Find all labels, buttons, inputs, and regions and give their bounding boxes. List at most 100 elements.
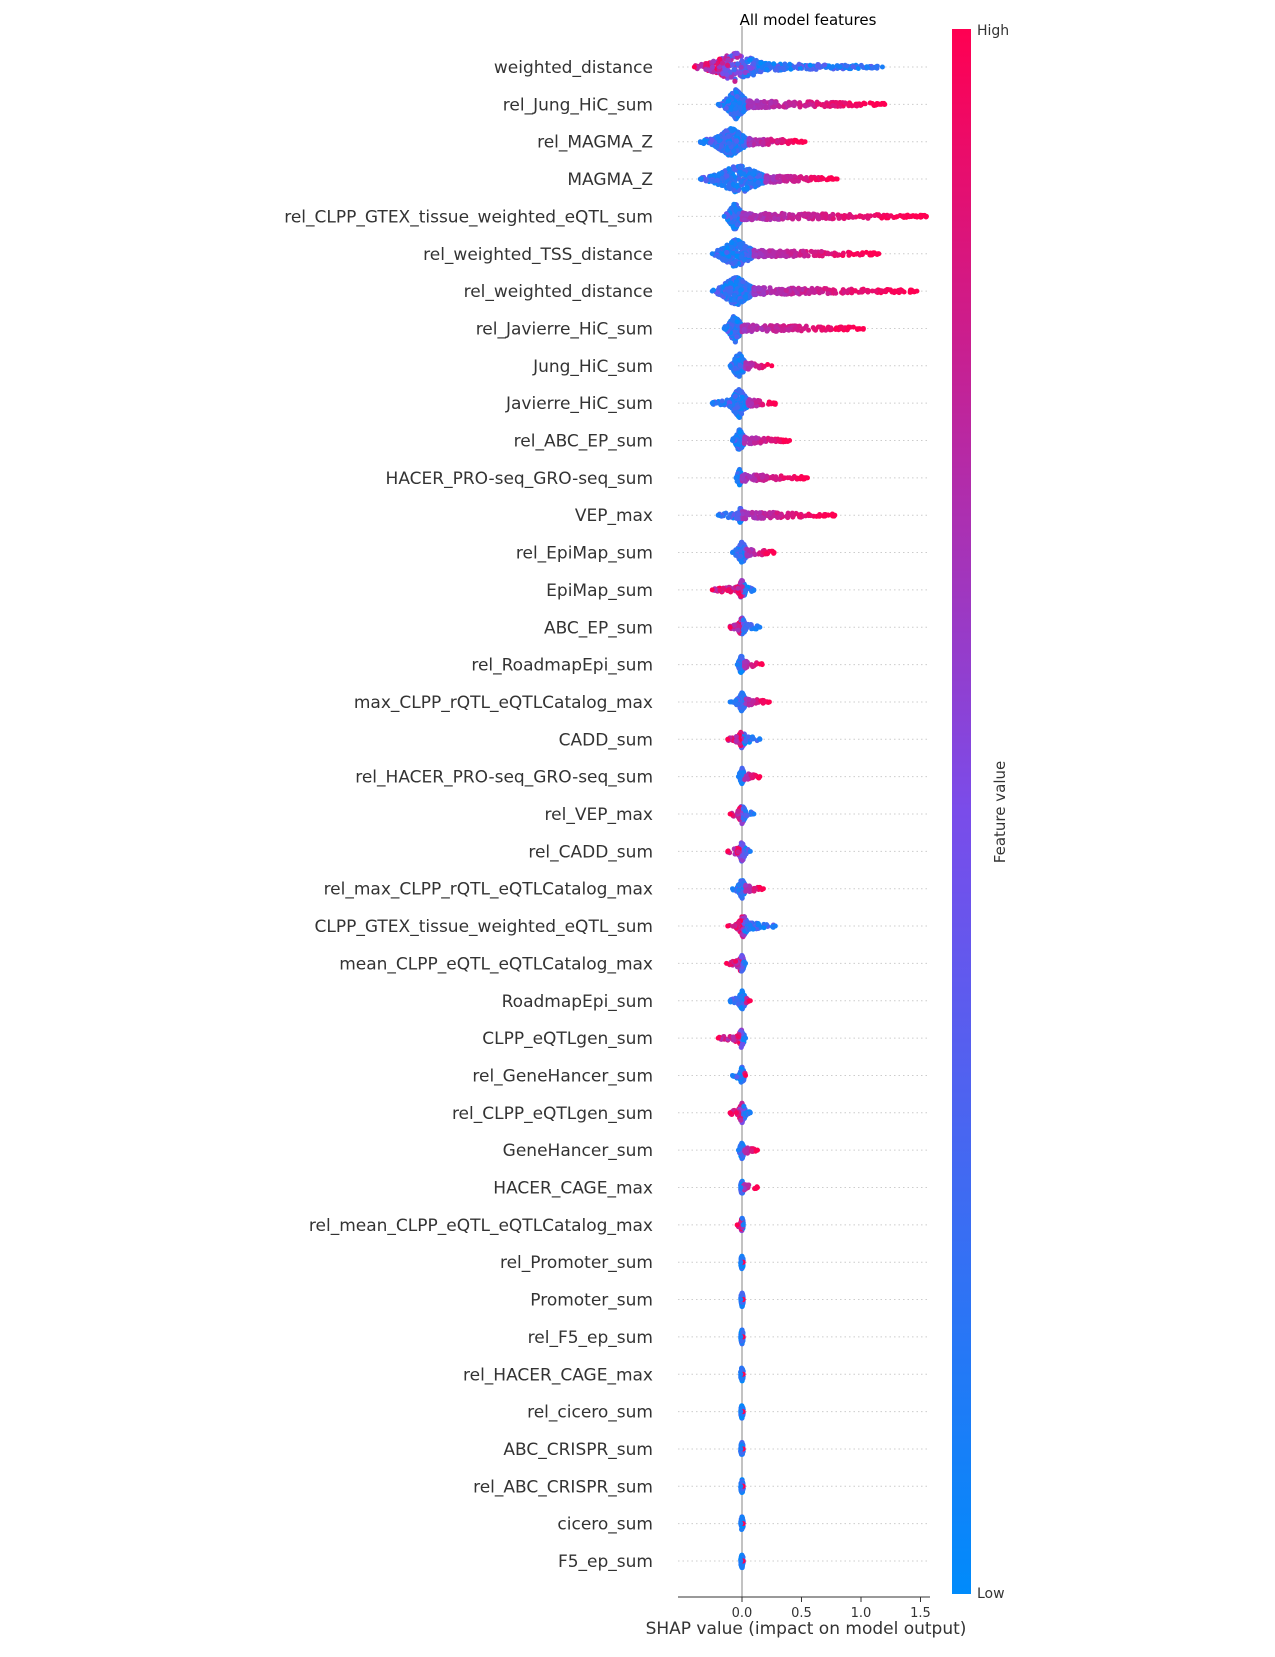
shap-point: [737, 104, 743, 111]
shap-point: [724, 72, 730, 78]
shap-point: [834, 176, 840, 182]
shap-point: [850, 214, 856, 220]
shap-point: [769, 289, 775, 295]
shap-point: [727, 699, 733, 705]
shap-point: [796, 61, 802, 67]
shap-point: [741, 441, 747, 447]
shap-point: [757, 172, 763, 179]
shap-point: [788, 215, 794, 221]
shap-point: [860, 325, 866, 331]
shap-point: [776, 251, 782, 257]
shap-point: [734, 54, 740, 60]
shap-point: [834, 325, 840, 331]
shap-point: [743, 211, 749, 217]
shap-point: [737, 429, 743, 435]
shap-point: [795, 178, 801, 184]
shap-point: [727, 186, 733, 192]
shap-point: [746, 697, 752, 703]
shap-point: [877, 101, 883, 107]
shap-point: [721, 213, 727, 219]
shap-point: [757, 624, 763, 630]
feature-row-points: [721, 201, 929, 232]
shap-point: [764, 175, 770, 181]
shap-point: [766, 699, 772, 705]
shap-point: [774, 291, 780, 297]
feature-row-points: [709, 274, 920, 308]
shap-point: [780, 66, 786, 72]
shap-point: [732, 259, 738, 265]
shap-point: [710, 58, 717, 64]
shap-point: [724, 173, 730, 179]
shap-point: [825, 250, 831, 256]
shap-point: [748, 662, 754, 668]
shap-point: [869, 100, 875, 106]
shap-point: [764, 217, 770, 223]
shap-point: [850, 64, 856, 70]
shap-point: [886, 213, 892, 219]
shap-point: [745, 622, 751, 628]
shap-point: [764, 138, 770, 144]
shap-point: [735, 130, 741, 137]
shap-point: [773, 67, 779, 73]
shap-point: [724, 249, 730, 255]
shap-point: [797, 514, 803, 520]
shap-point: [747, 474, 753, 480]
shap-point: [882, 288, 888, 294]
shap-point: [771, 249, 777, 255]
shap-point: [719, 398, 725, 404]
shap-point: [879, 64, 885, 70]
shap-point: [731, 166, 738, 172]
shap-point: [773, 474, 779, 480]
shap-point: [750, 698, 756, 704]
shap-point: [837, 101, 843, 107]
feature-row-points: [709, 386, 778, 421]
shap-point: [872, 250, 878, 256]
shap-point: [738, 287, 744, 293]
shap-point: [715, 253, 721, 259]
shap-point: [797, 65, 803, 71]
shap-point: [715, 101, 721, 107]
shap-point: [766, 326, 772, 332]
shap-point: [807, 62, 813, 68]
shap-point: [737, 388, 743, 395]
shap-point: [726, 140, 732, 146]
shap-point: [745, 512, 751, 518]
shap-point: [744, 184, 750, 191]
feature-row-points: [727, 351, 775, 379]
shap-point: [792, 64, 798, 70]
shap-point: [731, 126, 737, 132]
feature-row-points: [697, 126, 808, 158]
shap-point: [751, 141, 757, 147]
shap-point: [735, 627, 741, 633]
shap-point: [849, 103, 855, 109]
feature-row-points: [709, 577, 757, 600]
shap-point: [737, 242, 743, 248]
shap-point: [703, 178, 709, 184]
shap-point: [720, 256, 726, 262]
shap-point: [876, 213, 882, 219]
shap-point: [882, 101, 888, 107]
shap-point: [772, 400, 778, 406]
shap-point: [746, 136, 752, 142]
shap-point: [898, 288, 904, 294]
shap-point: [765, 253, 771, 259]
shap-point: [800, 326, 806, 332]
shap-point: [728, 589, 734, 595]
shap-point: [816, 62, 822, 68]
shap-point: [751, 587, 757, 593]
shap-point: [751, 69, 757, 75]
shap-point: [748, 103, 754, 109]
shap-point: [807, 101, 813, 107]
shap-point: [781, 175, 787, 181]
shap-point: [806, 513, 812, 519]
shap-point: [823, 286, 829, 292]
shap-point: [767, 511, 773, 517]
shap-point: [769, 137, 775, 143]
shap-point: [741, 322, 747, 328]
shap-point: [738, 64, 744, 70]
shap-point: [715, 247, 721, 253]
shap-point: [796, 286, 802, 292]
shap-point: [803, 175, 809, 181]
shap-point: [736, 111, 742, 117]
shap-point: [760, 402, 766, 408]
